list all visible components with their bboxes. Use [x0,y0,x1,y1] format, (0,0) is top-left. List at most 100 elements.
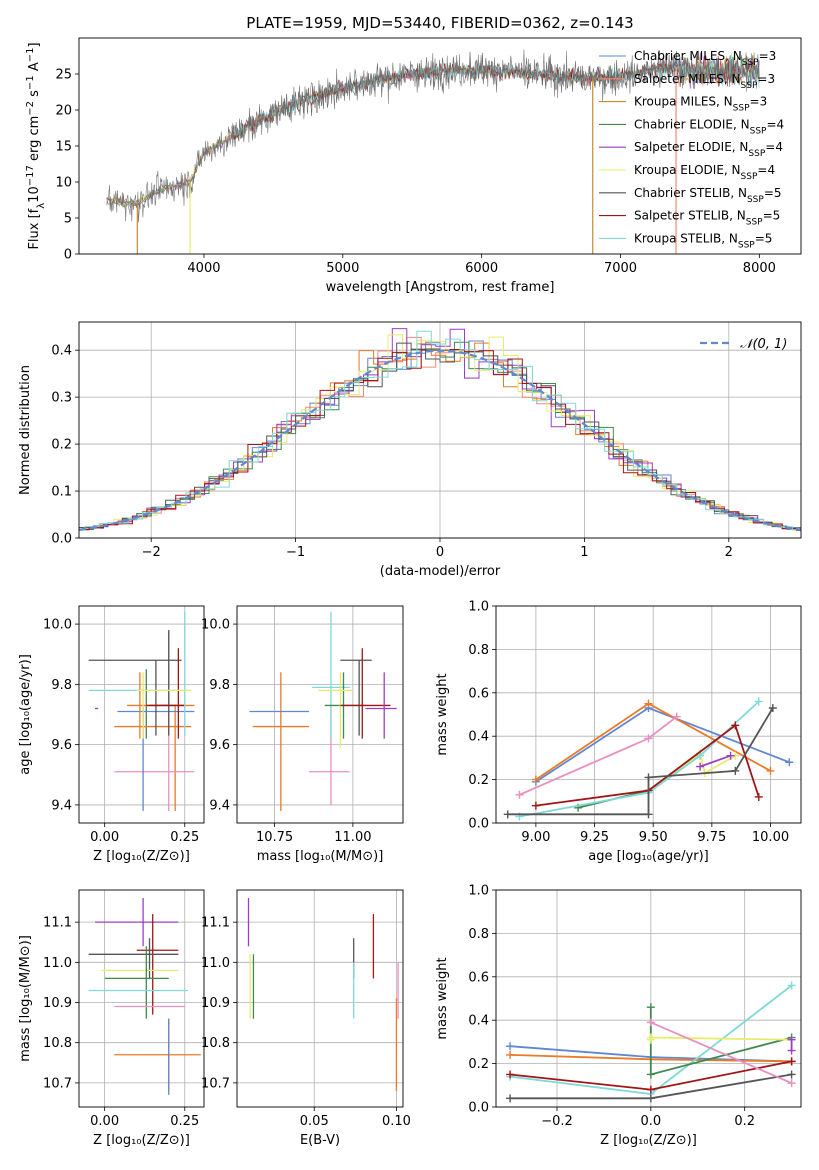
series-marker [644,734,653,743]
y-label-part: A [27,62,42,75]
series-marker [646,1094,655,1103]
legend-label-base: Kroupa MILES, N [634,95,733,109]
x-axis-label: age [log₁₀(age/yr)] [588,849,709,864]
legend-label-tail: =3 [757,72,775,86]
y-tick-label: 15 [55,140,72,155]
age-vs-mass-errorbars [249,612,397,811]
y-label-part: ] [27,42,42,47]
x-tick-label: 0.0 [641,1114,662,1129]
y-tick-label: 10.0 [43,618,72,633]
legend-label: Kroupa MILES, NSSP=3 [634,95,767,114]
series-marker [787,1046,796,1055]
series-line [535,723,760,807]
y-tick-label: 0.4 [51,344,72,359]
age-vs-z-errorbars [88,612,195,811]
series-marker [506,1042,515,1051]
spectrum-lines [106,49,760,254]
x-tick-label: 0.25 [170,830,199,845]
y-tick-label: 0.2 [468,1057,489,1072]
series-marker [787,1057,796,1066]
x-tick-label: 0.25 [170,1114,199,1129]
series-marker [787,1035,796,1044]
x-tick-label: 10.00 [752,830,789,845]
legend-label: Salpeter MILES, NSSP=3 [634,72,775,91]
y-tick-label: 9.6 [209,738,230,753]
y-tick-label: 0.3 [51,391,72,406]
y-label-part: −2 [25,101,36,116]
legend-label-base: Chabrier ELODIE, N [634,117,750,131]
mass-vs-ebv-axes: 0.05 0.10 10.7 10.8 10.9 11.0 11.1 E(B-V) [201,890,411,1148]
y-tick-label: 0.6 [468,686,489,701]
legend-label-sub: SSP [741,81,758,91]
spectrum-axes: 4000 5000 6000 7000 8000 0 5 10 15 20 25 wavelength… [55,68,775,296]
legend-label-base: Chabrier STELIB, N [634,186,747,200]
spectrum-frame [78,37,802,255]
legend-label-tail: =3 [750,95,768,109]
y-tick-label: 0.4 [468,730,489,745]
legend-label-sub: SSP [738,240,755,250]
y-tick-label: 10 [55,176,72,191]
series-marker [515,790,524,799]
y-axis-label: mass weight [435,673,450,755]
legend-label-tail: =4 [765,140,783,154]
legend-label-sub: SSP [733,104,750,114]
age-vs-mass-axes: 10.75 11.00 9.4 9.6 9.8 10.0 mass [log₁₀(M/M⊙)… [201,606,403,864]
legend-label-tail: =5 [755,231,773,245]
y-label-part: −1 [25,75,36,90]
series-marker [766,766,775,775]
y-tick-label: 0.2 [51,438,72,453]
series-marker [646,1018,655,1027]
weight-vs-z-lines [506,981,796,1103]
x-tick-label: 0.00 [90,830,119,845]
chart-layers: 4000 5000 6000 7000 80000510152025wavelength… [18,37,802,1148]
x-tick-label: −2 [142,545,161,560]
series-marker [696,762,705,771]
y-label-part: −17 [25,165,36,186]
series-marker [646,1033,655,1042]
x-tick-label: 0.05 [300,1114,329,1129]
y-tick-label: 11.0 [201,956,230,971]
y-tick-label: 10.7 [201,1076,230,1091]
series-marker [503,810,512,819]
mass-vs-z-frame [78,889,205,1108]
x-axis-label: E(B-V) [300,1133,340,1148]
weight-vs-age-lines [503,697,794,821]
legend-label-tail: =5 [764,186,782,200]
x-axis-label: Z [log₁₀(Z/Z⊙)] [93,1133,190,1148]
series-marker [768,703,777,712]
y-tick-label: 5 [64,212,72,227]
normal-curve [79,349,801,531]
y-tick-label: 9.8 [51,678,72,693]
y-tick-label: 11.0 [43,956,72,971]
series-marker [754,697,763,706]
series-marker [646,1085,655,1094]
x-tick-label: 9.75 [697,830,726,845]
y-tick-label: 0.8 [468,927,489,942]
series-marker [644,810,653,819]
age-vs-z-frame [78,605,205,824]
legend-label-sub: SSP [741,172,758,182]
y-label-part: s [27,90,42,101]
mass-vs-ebv-errorbars [247,898,399,1091]
x-tick-label: 7000 [604,261,637,276]
y-tick-label: 9.4 [209,798,230,813]
legend-label: Salpeter ELODIE, NSSP=4 [634,140,783,159]
y-tick-label: 10.0 [201,618,230,633]
y-tick-label: 0.2 [468,773,489,788]
x-tick-label: −0.2 [541,1114,573,1129]
series-marker [646,1003,655,1012]
legend-label-sub: SSP [750,126,767,136]
legend-label-base: Kroupa ELODIE, N [634,163,741,177]
y-tick-label: 10.9 [43,996,72,1011]
series-marker [531,775,540,784]
series-marker [506,1094,515,1103]
legend-label-tail: =4 [757,163,775,177]
residuals-frame [78,321,802,539]
y-tick-label: 10.9 [201,996,230,1011]
residual-histogram [79,330,801,531]
series-line [519,700,760,818]
series-marker [787,1079,796,1088]
